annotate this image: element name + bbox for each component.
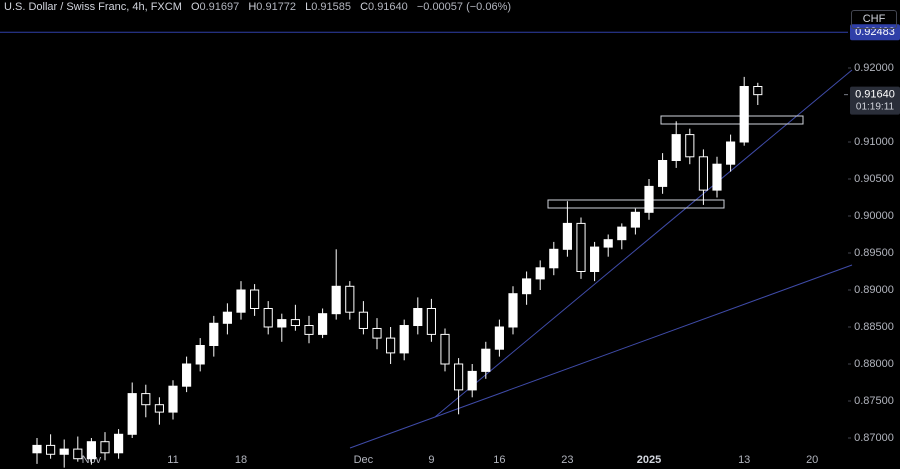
ohlc-key: O xyxy=(190,1,200,13)
y-tick-label: 0.91000 xyxy=(854,136,894,148)
price-label: 0.92483 xyxy=(855,26,895,38)
x-tick-label: 2025 xyxy=(637,454,661,466)
candle-body xyxy=(263,307,273,328)
y-tick-label: 0.88000 xyxy=(854,358,894,370)
zone-box xyxy=(660,115,804,125)
candle-body xyxy=(222,311,232,324)
candle-body xyxy=(318,313,328,335)
candle-body xyxy=(549,248,559,269)
candle-body xyxy=(535,267,545,280)
candle-body xyxy=(671,134,681,162)
candle-body xyxy=(46,444,56,455)
y-tick-label: 0.90500 xyxy=(854,173,894,185)
candle-body xyxy=(73,448,83,460)
candle-body xyxy=(712,163,722,191)
y-tick-label: 0.88500 xyxy=(854,321,894,333)
ohlc-value: 0.91585 xyxy=(311,1,351,13)
candle-body xyxy=(168,385,178,413)
candle-body xyxy=(372,327,382,339)
symbol: U.S. Dollar / Swiss Franc, 4h, FXCM xyxy=(4,1,182,13)
candle-body xyxy=(154,404,164,413)
candle-body xyxy=(413,307,423,327)
y-tick-label: 0.89000 xyxy=(854,284,894,296)
candle-body xyxy=(753,86,763,96)
candle-body xyxy=(617,226,627,241)
candle-body xyxy=(494,326,504,350)
y-tick-label: 0.92000 xyxy=(854,62,894,74)
ohlc-value: 0.91640 xyxy=(368,1,408,13)
candle-body xyxy=(114,433,124,454)
candle-body xyxy=(481,348,491,372)
ohlc-key: L xyxy=(305,1,312,13)
candle-body xyxy=(399,325,409,354)
trend-line xyxy=(349,264,853,449)
candle-body xyxy=(250,289,260,309)
candle-body xyxy=(290,319,300,327)
candle-body xyxy=(426,307,436,335)
candle-body xyxy=(345,285,355,313)
candle-body xyxy=(277,319,287,328)
candle-body xyxy=(358,311,368,329)
candle-body xyxy=(685,134,695,158)
ohlc-key: C xyxy=(360,1,369,13)
legend-header: U.S. Dollar / Swiss Franc, 4h, FXCM O0.9… xyxy=(4,0,511,14)
trend-line xyxy=(434,69,853,418)
candle-body xyxy=(698,156,708,191)
x-tick-label: 18 xyxy=(235,454,247,466)
ohlc-value: 0.91772 xyxy=(256,1,297,13)
x-tick-label: Dec xyxy=(354,454,374,466)
last-price-label: 0.91640 xyxy=(855,89,895,101)
candle-body xyxy=(209,322,219,346)
candle-body xyxy=(141,393,151,406)
candle-body xyxy=(644,185,654,213)
candle-body xyxy=(508,293,518,328)
candle-body xyxy=(127,393,137,435)
candle-body xyxy=(100,441,110,454)
x-tick-label: 13 xyxy=(738,454,750,466)
y-tick-label: 0.89500 xyxy=(854,247,894,259)
y-tick-label: 0.90000 xyxy=(854,210,894,222)
change: −0.00057 (−0.06%) xyxy=(416,1,512,13)
candle-body xyxy=(59,448,69,455)
x-tick-label: 23 xyxy=(561,454,573,466)
ohlc-value: 0.91697 xyxy=(199,1,240,13)
candle-body xyxy=(304,325,314,335)
candle-body xyxy=(386,337,396,354)
candle-body xyxy=(182,363,192,387)
candle-body xyxy=(454,363,464,391)
candle-body xyxy=(590,246,600,272)
candle-body xyxy=(630,211,640,228)
currency-button[interactable]: CHF xyxy=(851,10,897,29)
candle-body xyxy=(576,222,586,272)
candle-body xyxy=(467,370,477,391)
candle-body xyxy=(658,160,668,187)
countdown: 01:19:11 xyxy=(856,101,895,112)
candle-body xyxy=(603,239,613,248)
y-tick-label: 0.87000 xyxy=(854,432,894,444)
x-tick-label: 11 xyxy=(167,454,178,466)
candle-body xyxy=(236,289,246,313)
candle-body xyxy=(562,222,572,250)
x-tick-label: 16 xyxy=(493,454,505,466)
y-tick-label: 0.87500 xyxy=(854,395,894,407)
x-tick-label: 9 xyxy=(428,454,434,466)
candle-body xyxy=(440,333,450,365)
candle-body xyxy=(522,278,532,295)
ohlc-key: H xyxy=(248,1,257,13)
candle-body xyxy=(331,285,341,315)
candle-body xyxy=(195,344,205,365)
candle-body xyxy=(86,441,96,460)
zone-box xyxy=(547,199,725,209)
candle-body xyxy=(726,141,736,165)
price-axis-bg xyxy=(848,0,900,469)
last-price-box xyxy=(850,86,900,115)
candle-body xyxy=(32,444,42,454)
candle-body xyxy=(739,86,749,143)
x-tick-label: 20 xyxy=(806,454,818,466)
